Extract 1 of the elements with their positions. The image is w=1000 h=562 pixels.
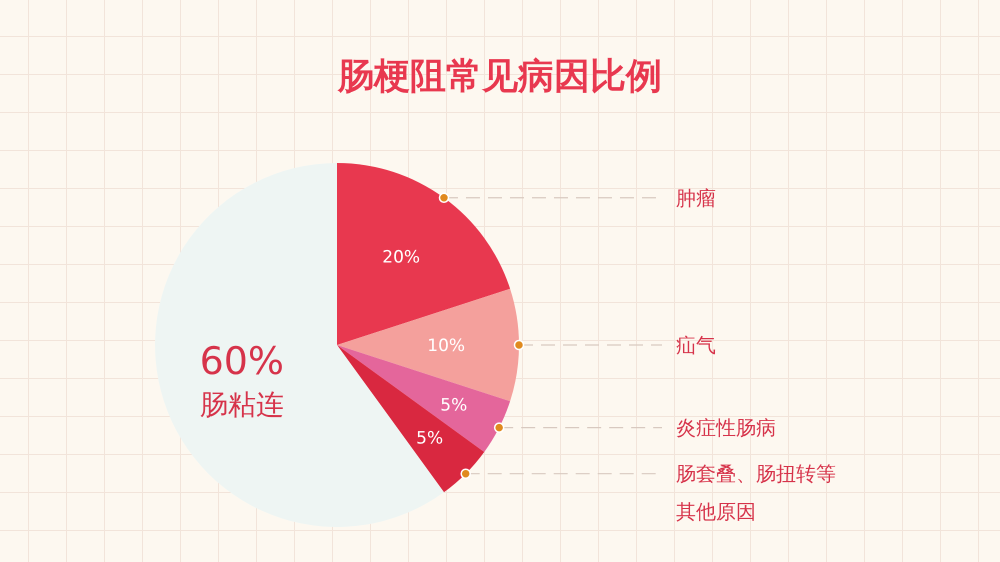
- title: 肠梗阻常见病因比例: [338, 56, 662, 97]
